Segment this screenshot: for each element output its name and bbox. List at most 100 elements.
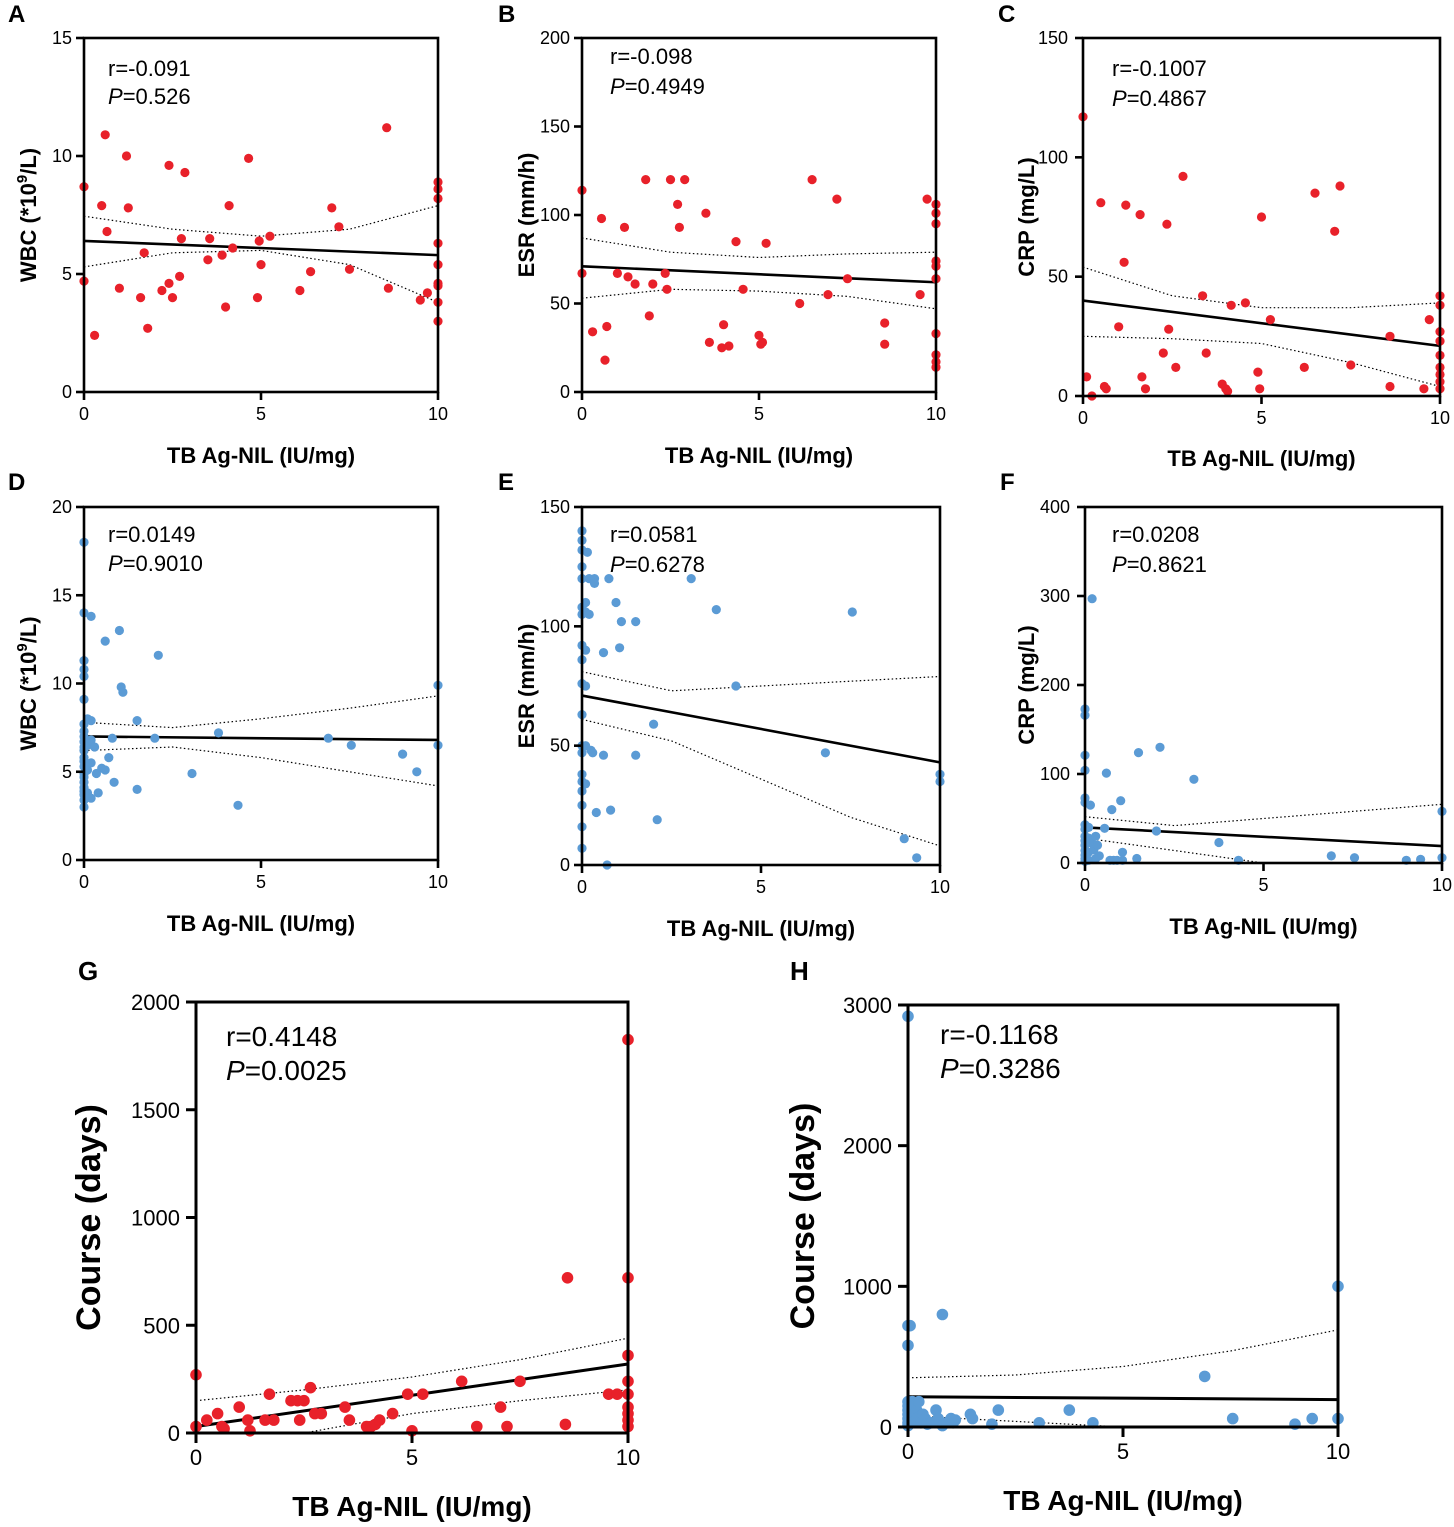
correlation-r: r=-0.091 [108,56,191,81]
data-point [847,607,857,617]
correlation-r: r=0.0581 [610,522,697,547]
x-tick-label: 5 [1256,408,1266,428]
x-axis-title: TB Ag-NIL (IU/mg) [292,1491,532,1522]
panel-A: A 0 5 10 15 0 5 10 TB Ag-NIL (IU/mg) WBC (*109… [8,1,448,468]
data-point [298,1394,310,1407]
data-point [992,1404,1005,1416]
data-point [268,1414,280,1426]
data-point [1424,315,1434,325]
data-point [86,716,96,726]
data-point [1198,1370,1211,1383]
data-point [612,268,623,278]
y-tick-label: 50 [1048,267,1068,287]
y-tick-label: 50 [550,736,570,756]
data-point [623,272,633,282]
data-point [1306,1412,1318,1425]
fit-line [581,265,937,284]
data-point [1085,800,1095,810]
data-point [90,330,100,340]
y-tick-label: 150 [540,117,570,137]
data-point [630,279,640,289]
data-point [86,793,96,803]
data-point [588,748,598,758]
data-point [244,1425,256,1437]
data-point [213,728,224,738]
y-tick-label: 1000 [843,1274,892,1299]
y-tick-label: 0 [560,382,570,402]
data-point [501,1420,513,1433]
data-point [1223,386,1233,396]
ci-upper-line [581,671,941,692]
data-point [611,1388,623,1400]
fit-line [1084,826,1443,848]
p-value: P=0.3286 [940,1053,1061,1084]
data-point [415,295,425,305]
data-point [327,203,337,213]
y-tick-label: 200 [1040,675,1070,695]
data-point [1189,774,1199,784]
data-point [591,807,601,818]
data-point [211,1407,224,1420]
data-point [589,578,600,589]
panel-letter: B [498,1,515,28]
x-tick-label: 10 [616,1445,640,1470]
data-point [611,597,621,608]
ci-lower-line [83,746,439,787]
data-point [899,834,909,844]
data-point [304,1381,317,1394]
data-point [1226,1412,1239,1425]
x-tick-label: 0 [1080,875,1090,895]
data-point [1158,348,1168,358]
data-point [1132,853,1142,864]
data-point [1310,188,1320,198]
data-point [455,1375,468,1388]
data-point [417,1388,429,1400]
data-point [1091,831,1101,841]
data-point [680,175,690,185]
data-point [139,248,149,258]
p-value: P=0.4949 [610,74,705,99]
x-tick-label: 5 [256,404,266,424]
data-point [164,278,174,288]
panel-D: D 0 5 10 15 20 0 5 10 TB Ag-NIL (IU/mg) WBC (*1… [8,469,448,936]
panel-B: B 0 50 100 150 200 0 5 10 TB Ag-NIL (IU/mg) ESR… [498,1,946,468]
data-point [104,753,114,763]
data-point [143,323,153,333]
data-point [114,625,124,636]
data-point [731,237,741,247]
data-point [1335,181,1345,191]
y-tick-label: 0 [880,1415,892,1440]
data-point [606,805,616,815]
x-tick-label: 0 [79,404,89,424]
data-point [109,777,119,787]
data-point [904,1319,916,1332]
data-point [252,293,263,303]
data-point [471,1420,483,1433]
y-tick-label: 0 [1058,386,1068,406]
data-point [1299,362,1309,372]
correlation-r: r=0.0208 [1112,522,1199,547]
y-tick-label: 0 [62,850,72,870]
data-point [598,750,609,760]
x-axis-title: TB Ag-NIL (IU/mg) [665,443,853,468]
data-point [373,1414,386,1426]
data-point [674,222,685,232]
data-point [494,1401,507,1413]
x-tick-label: 5 [756,877,766,897]
x-tick-label: 0 [577,404,587,424]
panel-letter: F [1000,469,1015,496]
data-point [256,260,266,270]
data-point [1121,200,1131,210]
data-point [912,853,922,863]
y-axis-title: CRP (mg/L) [1014,157,1039,276]
ci-upper-line [83,695,439,729]
data-point [1107,805,1117,815]
x-tick-label: 10 [1326,1439,1350,1464]
x-tick-label: 5 [1117,1439,1129,1464]
data-point [582,547,593,557]
p-value: P=0.8621 [1112,552,1207,577]
x-axis-title: TB Ag-NIL (IU/mg) [1167,446,1355,471]
y-axis-title: Course (days) [784,1103,822,1330]
data-point [1346,360,1356,370]
fit-line [1082,299,1441,348]
